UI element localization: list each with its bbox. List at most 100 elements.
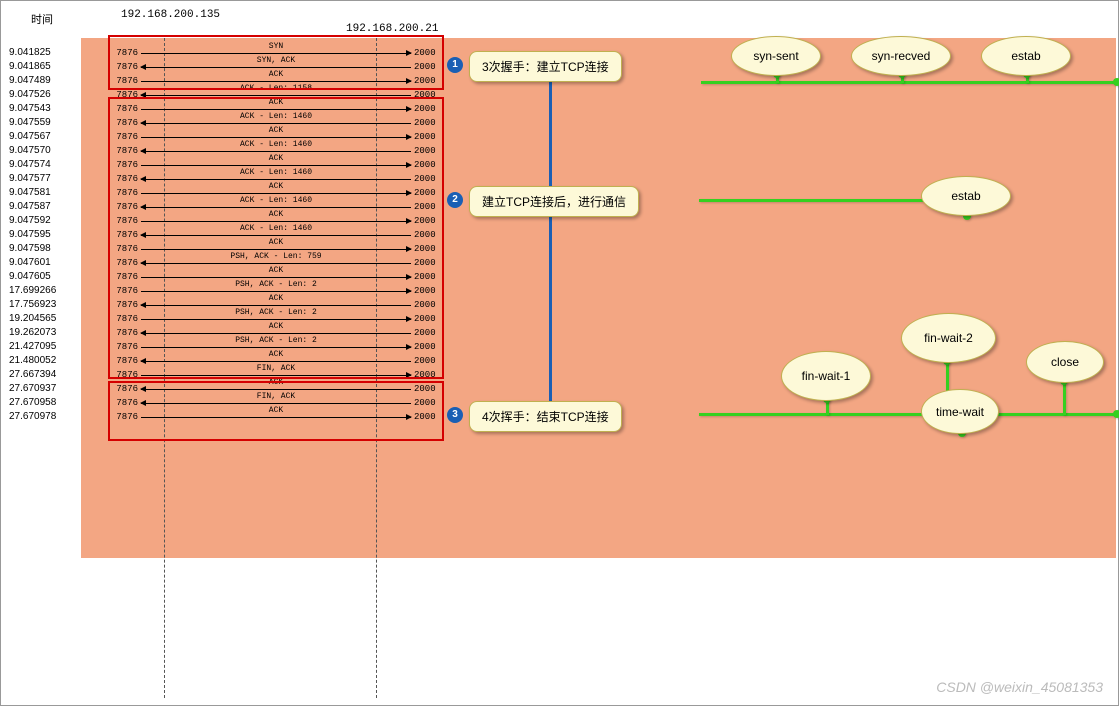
- flow-label: PSH, ACK - Len: 2: [141, 280, 411, 289]
- flow-arrow: ACK: [141, 109, 411, 110]
- port-left: 7876: [111, 412, 141, 422]
- port-left: 7876: [111, 342, 141, 352]
- timestamp: 9.041825: [9, 46, 56, 60]
- flow-label: ACK: [141, 322, 411, 331]
- flow-label: ACK: [141, 70, 411, 79]
- flow-arrow: ACK - Len: 1460: [141, 123, 411, 124]
- tcp-state-bubble: time-wait: [921, 389, 999, 434]
- port-left: 7876: [111, 216, 141, 226]
- timestamp: 9.047567: [9, 130, 56, 144]
- port-right: 2000: [411, 216, 441, 226]
- flow-label: ACK - Len: 1158: [141, 84, 411, 93]
- timestamp: 27.670978: [9, 410, 56, 424]
- port-left: 7876: [111, 160, 141, 170]
- port-right: 2000: [411, 76, 441, 86]
- port-right: 2000: [411, 258, 441, 268]
- tcp-state-bubble: fin-wait-2: [901, 313, 996, 363]
- port-left: 7876: [111, 356, 141, 366]
- port-right: 2000: [411, 342, 441, 352]
- timestamp: 17.699266: [9, 284, 56, 298]
- port-left: 7876: [111, 146, 141, 156]
- port-left: 7876: [111, 258, 141, 268]
- flow-label: ACK: [141, 126, 411, 135]
- flow-arrow: ACK - Len: 1460: [141, 179, 411, 180]
- timestamp: 9.047605: [9, 270, 56, 284]
- tcp-state-bubble: syn-recved: [851, 36, 951, 76]
- timestamp: 9.047595: [9, 228, 56, 242]
- timestamp: 9.047581: [9, 186, 56, 200]
- port-left: 7876: [111, 132, 141, 142]
- ip-left-label: 192.168.200.135: [121, 9, 220, 21]
- port-right: 2000: [411, 174, 441, 184]
- timestamp: 9.047489: [9, 74, 56, 88]
- port-left: 7876: [111, 90, 141, 100]
- flow-arrow: PSH, ACK - Len: 2: [141, 319, 411, 320]
- flow-arrow: FIN, ACK: [141, 403, 411, 404]
- flow-arrow: ACK - Len: 1460: [141, 207, 411, 208]
- timestamp: 9.047592: [9, 214, 56, 228]
- flow-arrow: SYN, ACK: [141, 67, 411, 68]
- timestamp: 19.262073: [9, 326, 56, 340]
- flow-label: ACK: [141, 154, 411, 163]
- flow-label: ACK: [141, 406, 411, 415]
- flow-label: ACK - Len: 1460: [141, 112, 411, 121]
- flow-arrow: ACK: [141, 277, 411, 278]
- port-left: 7876: [111, 76, 141, 86]
- port-right: 2000: [411, 230, 441, 240]
- timestamp: 21.427095: [9, 340, 56, 354]
- timestamp: 9.047587: [9, 200, 56, 214]
- flow-arrow: ACK: [141, 165, 411, 166]
- sequence-diagram: 7876SYN20007876SYN, ACK20007876ACK200078…: [111, 38, 441, 558]
- timestamp: 17.756923: [9, 298, 56, 312]
- tcp-state-bubble: close: [1026, 341, 1104, 383]
- flow-arrow: ACK - Len: 1460: [141, 235, 411, 236]
- port-right: 2000: [411, 272, 441, 282]
- connector-dot: [1113, 78, 1119, 86]
- flow-arrow: ACK: [141, 305, 411, 306]
- tcp-state-bubble: fin-wait-1: [781, 351, 871, 401]
- port-left: 7876: [111, 384, 141, 394]
- port-left: 7876: [111, 118, 141, 128]
- flow-label: FIN, ACK: [141, 364, 411, 373]
- port-right: 2000: [411, 202, 441, 212]
- flow-arrow: PSH, ACK - Len: 2: [141, 347, 411, 348]
- step-callout: 建立TCP连接后，进行通信: [469, 186, 639, 217]
- timestamp: 9.047559: [9, 116, 56, 130]
- port-left: 7876: [111, 62, 141, 72]
- flow-label: SYN, ACK: [141, 56, 411, 65]
- port-left: 7876: [111, 104, 141, 114]
- port-right: 2000: [411, 118, 441, 128]
- port-right: 2000: [411, 160, 441, 170]
- port-right: 2000: [411, 104, 441, 114]
- connector-line: [701, 81, 1117, 84]
- timestamp: 27.667394: [9, 368, 56, 382]
- port-right: 2000: [411, 244, 441, 254]
- timestamp: 9.047598: [9, 242, 56, 256]
- ip-right-label: 192.168.200.21: [346, 23, 438, 35]
- port-left: 7876: [111, 328, 141, 338]
- flow-label: ACK - Len: 1460: [141, 196, 411, 205]
- step-callout: 3次握手：建立TCP连接: [469, 51, 622, 82]
- step-badge: 1: [447, 57, 463, 73]
- flow-label: ACK: [141, 182, 411, 191]
- flow-arrow: ACK - Len: 1460: [141, 151, 411, 152]
- timestamp: 27.670958: [9, 396, 56, 410]
- port-right: 2000: [411, 132, 441, 142]
- flow-arrow: ACK: [141, 81, 411, 82]
- step-callout: 4次挥手：结束TCP连接: [469, 401, 622, 432]
- port-left: 7876: [111, 48, 141, 58]
- timestamp: 9.047543: [9, 102, 56, 116]
- port-left: 7876: [111, 286, 141, 296]
- flow-arrow: PSH, ACK - Len: 2: [141, 291, 411, 292]
- port-right: 2000: [411, 384, 441, 394]
- flow-row: 7876ACK2000: [111, 410, 441, 424]
- port-right: 2000: [411, 146, 441, 156]
- flow-arrow: ACK: [141, 361, 411, 362]
- flow-arrow: SYN: [141, 53, 411, 54]
- flow-label: PSH, ACK - Len: 759: [141, 252, 411, 261]
- flow-arrow: ACK - Len: 1158: [141, 95, 411, 96]
- timestamp: 27.670937: [9, 382, 56, 396]
- step-badge: 2: [447, 192, 463, 208]
- flow-label: ACK: [141, 266, 411, 275]
- flow-label: ACK: [141, 350, 411, 359]
